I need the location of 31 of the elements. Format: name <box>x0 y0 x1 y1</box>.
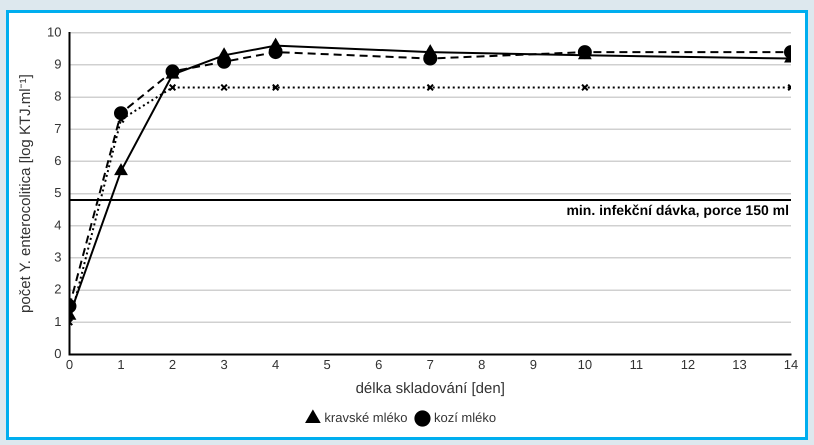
legend-label: kravské mléko <box>324 410 408 426</box>
x-tick-label: 0 <box>66 356 74 372</box>
y-tick-label: 10 <box>46 24 62 40</box>
x-tick-label: 6 <box>375 356 382 372</box>
x-tick-label: 11 <box>630 356 644 372</box>
y-axis-title: počet Y. enterocolitica [log KTJ.ml⁻¹] <box>17 74 34 313</box>
y-tick-label: 3 <box>54 250 62 264</box>
x-tick-label: 7 <box>426 356 434 372</box>
y-tick-label: 7 <box>54 120 62 136</box>
x-tick-label: 13 <box>732 356 747 372</box>
y-tick-label: 1 <box>54 314 62 329</box>
legend-label: kozí mléko <box>434 410 496 426</box>
ref-line-label: min. infekční dávka, porce 150 ml <box>566 202 789 218</box>
x-tick-label: 2 <box>168 356 176 372</box>
x-tick-label: 5 <box>324 356 331 372</box>
x-tick-label: 9 <box>530 356 537 372</box>
y-tick-label: 4 <box>54 217 62 232</box>
y-tick-label: 6 <box>54 153 62 168</box>
x-tick-label: 8 <box>478 356 486 372</box>
x-tick-label: 4 <box>272 356 280 372</box>
y-tick-label: 8 <box>54 88 62 104</box>
x-tick-label: 1 <box>117 356 125 372</box>
x-tick-label: 3 <box>220 356 228 372</box>
x-tick-label: 14 <box>784 356 798 372</box>
y-tick-label: 2 <box>54 282 62 297</box>
y-tick-label: 5 <box>54 185 62 200</box>
x-tick-label: 12 <box>680 356 696 372</box>
x-axis-title: délka skladování [den] <box>356 380 505 398</box>
x-tick-label: 10 <box>578 356 592 372</box>
y-tick-label: 9 <box>54 56 62 72</box>
y-tick-label: 0 <box>54 346 62 361</box>
